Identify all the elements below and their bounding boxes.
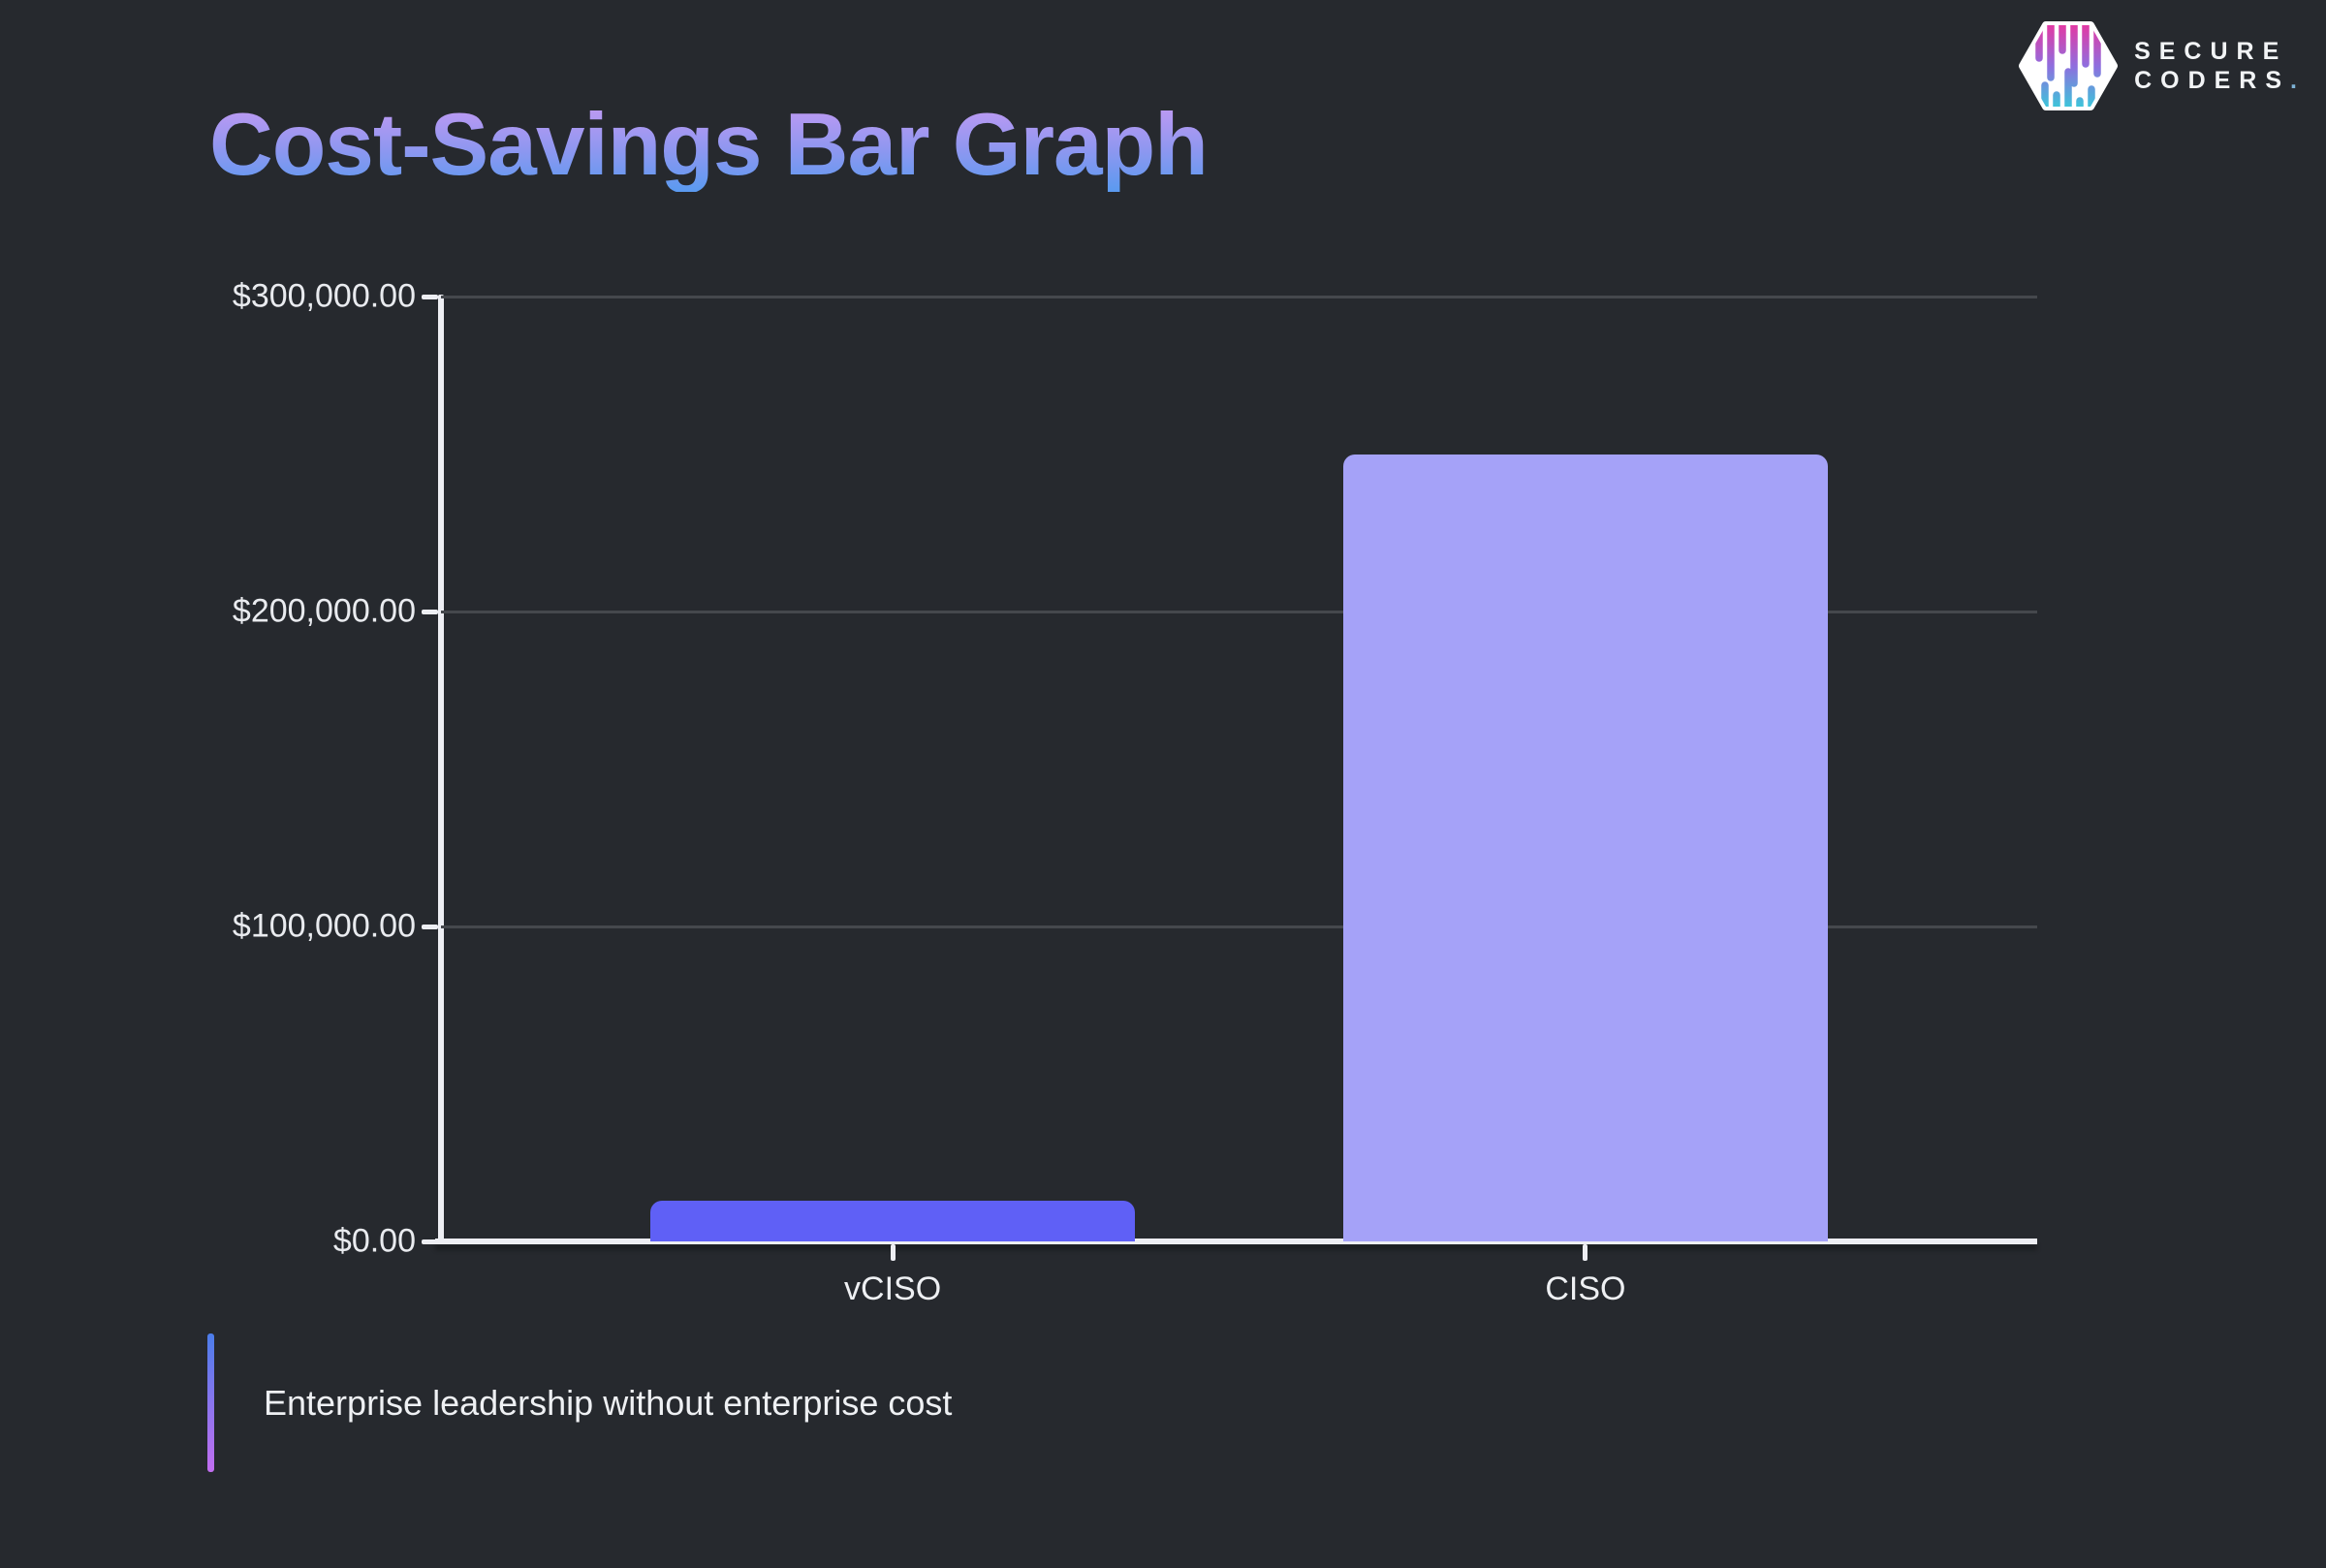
brand-line1: SECURE (2134, 37, 2288, 65)
y-axis-label-300000: $300,000.00 (232, 277, 416, 315)
x-axis-tick-CISO (1583, 1244, 1588, 1261)
secure-coders-hex-drip-logo-icon (2019, 21, 2119, 110)
x-axis-line (435, 1239, 2037, 1244)
bar-vCISO[interactable] (650, 1200, 1136, 1241)
brand-line2: CODERS (2134, 67, 2291, 94)
brand-wordmark: SECURE CODERS. (2134, 37, 2297, 96)
page-title: Cost-Savings Bar Graph (209, 96, 1209, 194)
x-axis-label-vCISO: vCISO (844, 1270, 942, 1307)
y-axis-tick-200000 (422, 609, 438, 614)
gridline-300000 (441, 295, 2037, 298)
x-axis-tick-vCISO (890, 1244, 896, 1261)
bar-chart-plot-area: $300,000.00 $200,000.00 $100,000.00 $0.00 vC… (233, 278, 2037, 1307)
bar-CISO[interactable] (1342, 454, 1828, 1241)
caption-accent-rule (207, 1333, 214, 1472)
y-axis-tick-0 (422, 1239, 438, 1244)
y-axis-label-200000: $200,000.00 (232, 592, 416, 630)
gridline-100000 (441, 925, 2037, 928)
gridline-200000 (441, 610, 2037, 613)
y-axis-tick-300000 (422, 294, 438, 299)
brand-period: . (2290, 67, 2297, 94)
y-axis-tick-100000 (422, 924, 438, 929)
y-axis-line (438, 295, 444, 1244)
caption-text: Enterprise leadership without enterprise… (264, 1383, 953, 1423)
brand-logo: SECURE CODERS. (2018, 21, 2297, 110)
y-axis-label-100000: $100,000.00 (232, 907, 416, 945)
y-axis-label-0: $0.00 (332, 1222, 416, 1260)
x-axis-label-CISO: CISO (1545, 1270, 1626, 1307)
